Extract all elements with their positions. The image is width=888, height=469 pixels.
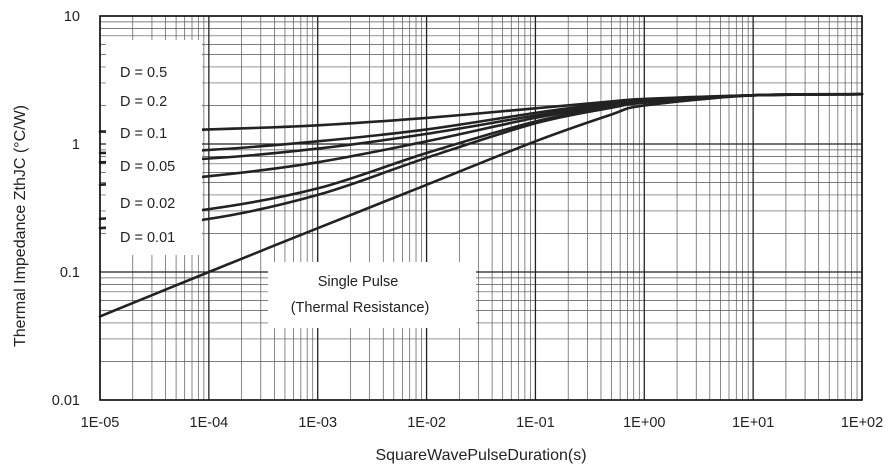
x-tick-label: 1E-02: [407, 415, 446, 431]
annotation-label-0: D = 0.5: [120, 65, 167, 81]
x-axis-label: SquareWavePulseDuration(s): [375, 447, 586, 464]
annotation-label-7: (Thermal Resistance): [291, 300, 430, 316]
x-tick-label: 1E+00: [623, 415, 665, 431]
x-tick-label: 1E+01: [732, 415, 774, 431]
y-tick-label: 1: [72, 137, 80, 153]
annotation-label-6: Single Pulse: [318, 274, 399, 290]
x-tick-label: 1E+02: [841, 415, 883, 431]
plot-frame: [99, 15, 863, 401]
x-tick-label: 1E-04: [190, 415, 229, 431]
annotation-label-2: D = 0.1: [120, 126, 167, 142]
annotation-labels: D = 0.5 D = 0.2 D = 0.1 D = 0.05 D = 0.02 D =…: [120, 65, 429, 316]
y-axis-label: Thermal Impedance ZthJC (°C/W): [12, 105, 29, 347]
series-lines: [98, 92, 864, 318]
y-tick-label: 0.1: [60, 265, 80, 281]
duty-cycle-label-box: [106, 40, 202, 255]
x-tick-label: 1E-03: [298, 415, 337, 431]
annotation-boxes: [106, 40, 476, 328]
annotation-label-4: D = 0.02: [120, 196, 175, 212]
x-tick-label: 1E-01: [516, 415, 555, 431]
annotation-label-3: D = 0.05: [120, 159, 175, 175]
y-tick-label: 0.01: [52, 393, 80, 409]
y-tick-label: 10: [64, 9, 80, 25]
tick-labels: 1E-05 1E-04 1E-03 1E-02 1E-01 1E+00 1E+01 1E+02…: [52, 9, 883, 431]
annotation-label-1: D = 0.2: [120, 94, 167, 110]
single-pulse-label-box: [268, 262, 476, 328]
annotation-label-5: D = 0.01: [120, 230, 175, 246]
series-line-single-pulse: [98, 92, 864, 318]
x-tick-label: 1E-05: [81, 415, 120, 431]
